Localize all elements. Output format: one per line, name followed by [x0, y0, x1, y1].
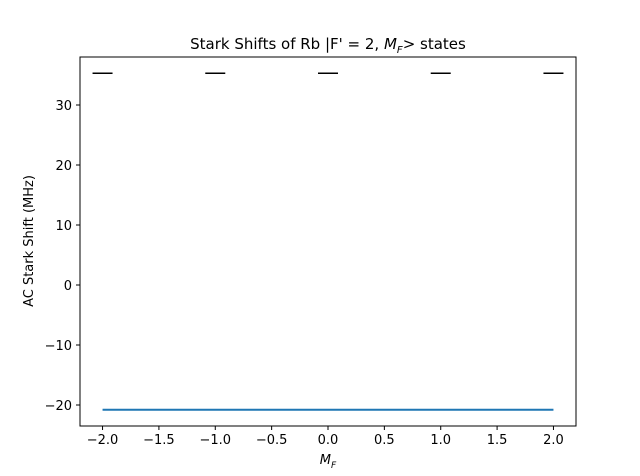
y-tick-label: 30 [55, 99, 72, 114]
x-tick-label: −0.5 [256, 433, 288, 448]
x-tick-label: 0.0 [318, 433, 339, 448]
chart-title: Stark Shifts of Rb |F' = 2, MF> states [190, 35, 466, 56]
y-tick-label: 10 [55, 219, 72, 234]
x-axis-ticks: −2.0 −1.5 −1.0 −0.5 0.0 0.5 1.0 1.5 2.0 [87, 426, 564, 448]
axes-frame [79, 56, 577, 427]
y-tick-label: 0 [64, 279, 72, 294]
x-tick-label: 1.5 [487, 433, 508, 448]
x-tick-label: 0.5 [374, 433, 395, 448]
y-tick-label: −20 [45, 399, 72, 414]
x-tick-label: 1.0 [430, 433, 451, 448]
y-tick-label: 20 [55, 159, 72, 174]
x-tick-label: 2.0 [543, 433, 564, 448]
x-axis-label: MF [320, 453, 337, 471]
y-axis-ticks: −20 −10 0 10 20 30 [45, 99, 80, 414]
y-tick-label: −10 [45, 339, 72, 354]
x-tick-label: −1.0 [199, 433, 231, 448]
x-tick-label: −2.0 [87, 433, 119, 448]
plot-area [92, 72, 564, 411]
x-tick-label: −1.5 [143, 433, 175, 448]
y-axis-label: AC Stark Shift (MHz) [22, 175, 37, 307]
